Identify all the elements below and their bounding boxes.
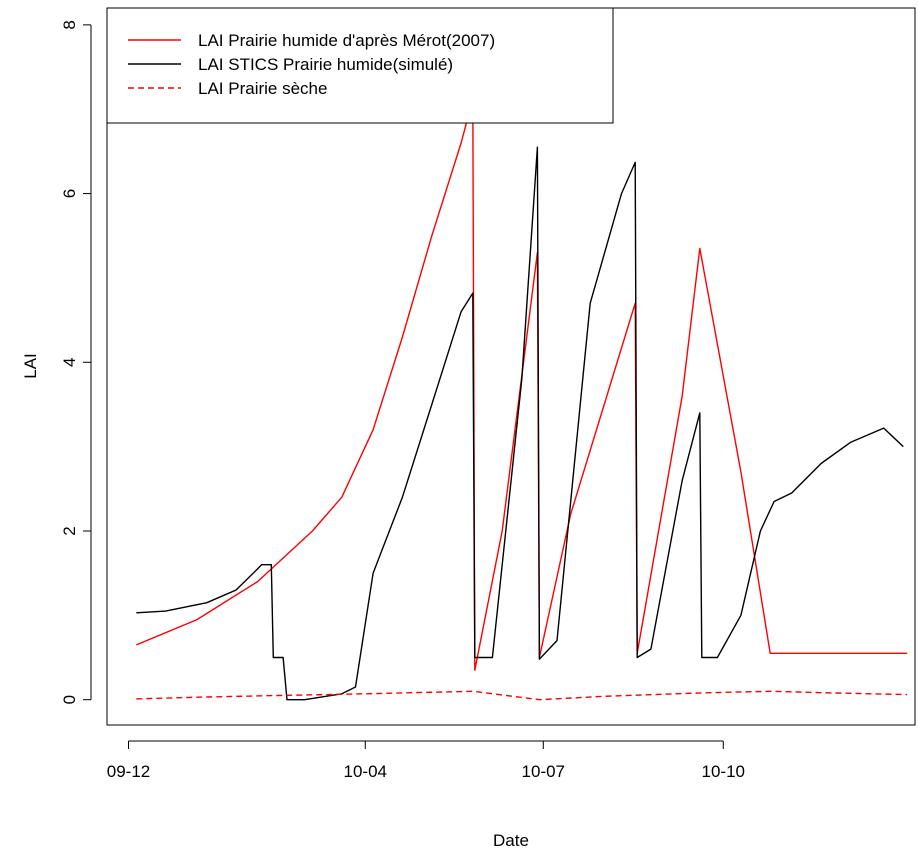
y-tick-label: 8 (60, 20, 79, 29)
legend: LAI Prairie humide d'après Mérot(2007) LA… (106, 7, 614, 124)
series-line-2 (136, 146, 904, 701)
x-axis-title: Date (493, 831, 529, 850)
legend-box (106, 7, 614, 124)
x-tick-label: 10-10 (702, 762, 745, 781)
y-tick-label: 0 (60, 695, 79, 704)
series-line-1 (136, 98, 908, 671)
y-axis-title: LAI (21, 353, 40, 379)
y-tick-label: 6 (60, 189, 79, 198)
legend-label-3: LAI Prairie sèche (198, 79, 327, 98)
series-line-3 (136, 690, 908, 701)
legend-label-2: LAI STICS Prairie humide(simulé) (198, 55, 453, 74)
plot-area: 0 2 4 6 8 09-12 10-04 10-07 10-10 (60, 7, 916, 781)
x-tick-label: 10-07 (522, 762, 565, 781)
series-layer (136, 98, 908, 701)
legend-label-1: LAI Prairie humide d'après Mérot(2007) (198, 31, 495, 50)
y-tick-label: 4 (60, 358, 79, 367)
y-tick-label: 2 (60, 526, 79, 535)
x-tick-label: 09-12 (107, 762, 150, 781)
x-tick-label: 10-04 (344, 762, 387, 781)
